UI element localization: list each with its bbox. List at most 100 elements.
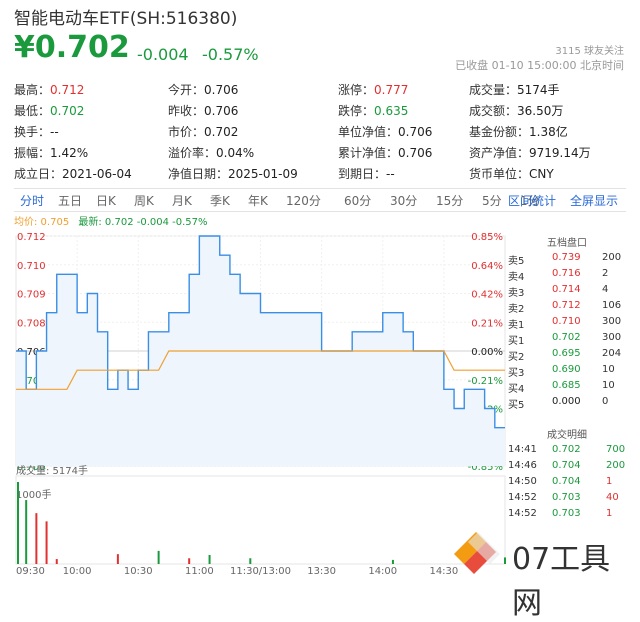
stat-cell: 到期日：-- — [338, 165, 395, 182]
stat-label: 单位净值： — [338, 125, 399, 139]
latest-price-legend: 最新: 0.702 -0.004 -0.57% — [78, 217, 208, 228]
stats-row: 换手：-- 市价：0.702 单位净值：0.706 基金份额：1.38亿 — [14, 120, 626, 141]
stat-cell: 溢价率：0.04% — [168, 144, 254, 161]
book-label: 买4 — [508, 384, 525, 395]
stat-value: 9719.14万 — [529, 146, 591, 160]
trade-row: 14:50 0.704 1 — [508, 476, 626, 492]
stat-label: 昨收： — [168, 104, 205, 118]
y-tick-label: 0.712 — [17, 232, 46, 243]
price-change-pct: -0.57% — [202, 45, 259, 64]
trade-vol: 700 — [606, 444, 626, 455]
pct-tick-label: 0.00% — [471, 347, 503, 358]
book-vol: 200 — [602, 252, 622, 263]
tab-0[interactable]: 分时 — [20, 194, 45, 208]
tab-9[interactable]: 30分 — [390, 194, 418, 208]
tab-5[interactable]: 季K — [210, 194, 230, 208]
book-price: 0.739 — [552, 252, 581, 263]
stat-label: 货币单位： — [469, 167, 530, 181]
stat-value: 2025-01-09 — [228, 167, 298, 181]
stat-cell: 最低：0.702 — [14, 102, 84, 119]
stat-cell: 单位净值：0.706 — [338, 123, 432, 140]
volume-bar — [25, 500, 28, 564]
stat-cell: 基金份额：1.38亿 — [469, 123, 568, 140]
trade-row: 14:52 0.703 40 — [508, 492, 626, 508]
stats-row: 振幅：1.42% 溢价率：0.04% 累计净值：0.706 资产净值：9719.14万 — [14, 141, 626, 162]
stat-cell: 涨停：0.777 — [338, 81, 408, 98]
watermark-text: 07工具网 — [512, 542, 611, 621]
book-label: 卖2 — [508, 304, 525, 315]
book-price: 0.695 — [552, 348, 581, 359]
order-book-row: 卖3 0.714 4 — [508, 284, 626, 300]
site-watermark: 07工具网 — [450, 528, 640, 621]
price-change: -0.004 — [137, 45, 189, 64]
order-book-row: 卖2 0.712 106 — [508, 300, 626, 316]
book-label: 买2 — [508, 352, 525, 363]
stat-label: 涨停： — [338, 83, 375, 97]
stat-cell: 昨收：0.706 — [168, 102, 238, 119]
tab-11[interactable]: 5分 — [482, 194, 502, 208]
stat-label: 成交量： — [469, 83, 518, 97]
tab-7[interactable]: 120分 — [286, 194, 321, 208]
stat-value: 0.706 — [398, 146, 433, 160]
stat-value: 0.777 — [374, 83, 409, 97]
current-price: ¥0.702 — [14, 30, 130, 65]
volume-plot-frame — [15, 475, 506, 565]
stat-value: 0.702 — [204, 125, 239, 139]
tab-8[interactable]: 60分 — [344, 194, 372, 208]
stat-value: 0.04% — [216, 146, 255, 160]
order-book-row: 买1 0.702 300 — [508, 332, 626, 348]
range-stats-link[interactable]: 区间统计 — [508, 194, 557, 208]
trades-title: 成交明细 — [547, 430, 587, 441]
trade-vol: 40 — [606, 492, 619, 503]
book-vol: 300 — [602, 316, 622, 327]
stat-label: 到期日： — [338, 167, 387, 181]
volume-bar — [208, 554, 211, 564]
tab-3[interactable]: 周K — [134, 194, 154, 208]
book-price: 0.690 — [552, 364, 581, 375]
stat-label: 换手： — [14, 125, 51, 139]
tab-6[interactable]: 年K — [248, 194, 268, 208]
y-tick-label: 0.708 — [17, 318, 46, 329]
stats-grid: 最高：0.712 今开：0.706 涨停：0.777 成交量：5174手 最低：0.70… — [14, 78, 626, 183]
period-tabs: 分时 五日 日K 周K 月K 季K 年K 120分 60分 30分 15分 5分 1分 区间统计 全屏显示 — [14, 188, 626, 212]
trade-price: 0.702 — [552, 444, 581, 455]
book-vol: 204 — [602, 348, 622, 359]
book-vol: 10 — [602, 364, 615, 375]
stat-label: 溢价率： — [168, 146, 217, 160]
trade-price: 0.704 — [552, 476, 581, 487]
stats-row: 最高：0.712 今开：0.706 涨停：0.777 成交量：5174手 — [14, 78, 626, 99]
book-label: 买1 — [508, 336, 525, 347]
stat-cell: 市价：0.702 — [168, 123, 238, 140]
chart-legend: 均价: 0.705 最新: 0.702 -0.004 -0.57% — [14, 213, 208, 228]
book-price: 0.712 — [552, 300, 581, 311]
stat-label: 振幅： — [14, 146, 51, 160]
volume-bar — [504, 557, 506, 564]
order-book-row: 卖4 0.716 2 — [508, 268, 626, 284]
tab-12[interactable]: 1分 — [520, 194, 540, 208]
stat-label: 最低： — [14, 104, 51, 118]
stat-label: 成立日： — [14, 167, 63, 181]
volume-bar — [45, 521, 48, 564]
x-tick-label: 13:30 — [307, 566, 336, 577]
stat-value: CNY — [529, 167, 554, 181]
book-label: 卖1 — [508, 320, 525, 331]
fullscreen-link[interactable]: 全屏显示 — [570, 194, 619, 208]
follow-count[interactable]: 3115 球友关注 — [555, 46, 624, 57]
volume-bar — [249, 558, 252, 564]
stat-value: 1.38亿 — [529, 125, 568, 139]
tab-2[interactable]: 日K — [96, 194, 116, 208]
tab-4[interactable]: 月K — [172, 194, 192, 208]
tab-10[interactable]: 15分 — [436, 194, 464, 208]
stat-cell: 累计净值：0.706 — [338, 144, 432, 161]
y-tick-label: 0.704 — [17, 376, 46, 387]
y-tick-label: 0.700 — [17, 462, 46, 473]
fund-title: 智能电动车ETF(SH:516380) — [14, 9, 238, 29]
volume-bar — [391, 559, 394, 564]
volume-bar — [17, 482, 19, 564]
stat-value: 36.50万 — [517, 104, 564, 118]
volume-label: 成交量: 5174手 — [16, 464, 88, 477]
stat-cell: 成立日：2021-06-04 — [14, 165, 132, 182]
tab-1[interactable]: 五日 — [58, 194, 83, 208]
intraday-chart[interactable]: 0.712 0.85% 0.710 0.64% 0.709 0.42% 0.708 0.21%… — [0, 226, 640, 586]
trade-row: 14:46 0.704 200 — [508, 460, 626, 476]
